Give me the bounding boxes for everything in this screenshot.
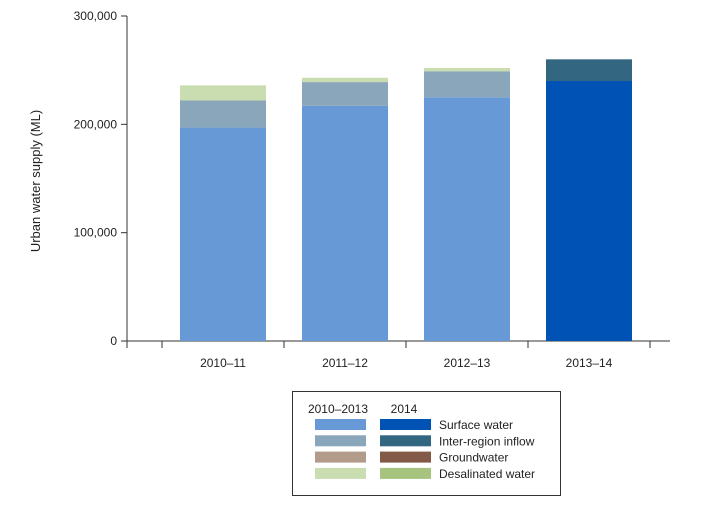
x-tick-label: 2013–14 [566, 356, 613, 370]
legend-swatch [315, 451, 366, 463]
legend-swatch [380, 467, 431, 479]
bars [180, 59, 632, 341]
legend-label: Surface water [439, 418, 513, 432]
y-axis: 0 100,000 200,000 300,000 [74, 9, 128, 348]
legend-label: Desalinated water [439, 467, 535, 481]
legend-swatch [380, 435, 431, 447]
legend-swatch [315, 419, 366, 430]
bar-segment [302, 82, 388, 106]
bar-segment [424, 68, 510, 72]
legend-label: Groundwater [439, 451, 508, 465]
bar-segment [180, 127, 266, 341]
legend-header: 2010–2013 [308, 402, 368, 416]
bar-segment [424, 71, 510, 98]
bar-segment [546, 59, 632, 81]
y-tick-label: 200,000 [74, 117, 118, 131]
bar-segment [302, 105, 388, 341]
legend-label: Inter-region inflow [439, 434, 535, 448]
bar-segment [424, 97, 510, 341]
legend-swatch [315, 467, 366, 479]
bar-segment [302, 77, 388, 83]
x-tick-label: 2011–12 [322, 356, 368, 370]
x-tick-label: 2010–11 [200, 356, 246, 370]
bar-segment [546, 81, 632, 341]
y-tick-label: 300,000 [74, 9, 118, 23]
x-tick-label: 2012–13 [444, 356, 491, 370]
legend-header: 2014 [391, 402, 418, 416]
legend-swatch [315, 435, 366, 447]
y-axis-title: Urban water supply (ML) [28, 110, 43, 252]
x-axis: 2010–11 2011–12 2012–13 2013–14 [126, 340, 670, 370]
y-tick-label: 0 [110, 334, 117, 348]
bar-segment [180, 85, 266, 101]
bar-segment [180, 100, 266, 128]
y-tick-label: 100,000 [74, 226, 118, 240]
legend: 2010–2013 2014 Surface water Inter-region i… [292, 391, 561, 496]
legend-swatch [380, 419, 431, 430]
legend-swatch [380, 451, 431, 463]
